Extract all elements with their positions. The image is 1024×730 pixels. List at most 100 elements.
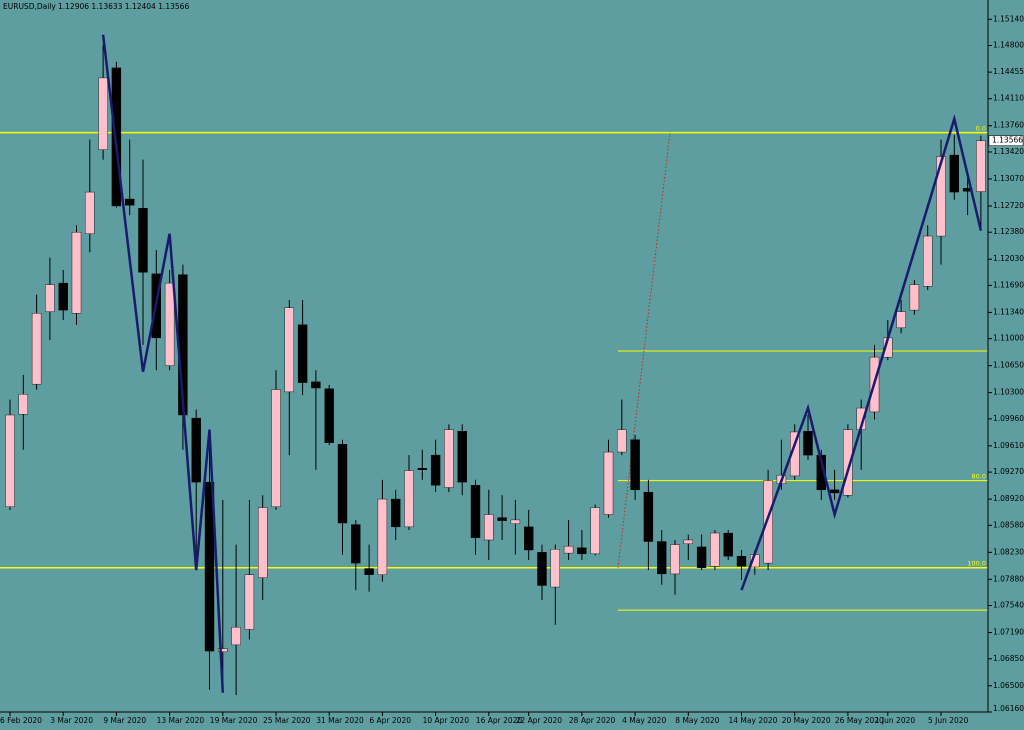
trendline xyxy=(617,132,671,568)
x-tick-label: 22 Apr 2020 xyxy=(516,716,563,725)
ohlc-readout: 1.12906 1.13633 1.12404 1.13566 xyxy=(58,2,189,11)
y-tick-label: 1.10300 xyxy=(993,388,1024,397)
candle-body xyxy=(470,485,481,538)
x-tick-label: 28 Apr 2020 xyxy=(569,716,616,725)
candle-body xyxy=(5,414,15,508)
y-tick-label: 1.06850 xyxy=(993,654,1024,663)
y-tick-label: 1.11340 xyxy=(993,307,1024,316)
fib-level-label: 0.0 xyxy=(976,125,986,133)
x-tick-label: 6 Apr 2020 xyxy=(369,716,411,725)
candle-body xyxy=(696,546,707,568)
candle-body xyxy=(164,282,175,366)
axes: 1.15140 1.14800 1.14455 1.14110 1.13760 1.134… xyxy=(0,14,1024,725)
candle-body xyxy=(896,311,906,329)
candle-body xyxy=(204,481,215,652)
candle-body xyxy=(18,393,28,415)
candles xyxy=(5,44,986,696)
x-tick-label: 1 Jun 2020 xyxy=(875,716,916,725)
candle-body xyxy=(124,198,135,206)
candle-body xyxy=(590,507,600,555)
zigzag xyxy=(101,34,225,693)
x-tick-label: 31 Mar 2020 xyxy=(316,716,364,725)
last-price-box xyxy=(988,135,1024,146)
y-tick-label: 1.13070 xyxy=(993,174,1024,183)
y-tick-label: 1.12030 xyxy=(993,254,1024,263)
candle-body xyxy=(364,568,374,575)
candle-body xyxy=(577,547,587,555)
y-tick-label: 1.07190 xyxy=(993,628,1024,637)
candle-body xyxy=(909,284,920,311)
candle-body xyxy=(85,191,95,234)
candle-body xyxy=(271,389,281,508)
candle-body xyxy=(736,555,747,567)
x-tick-label: 14 May 2020 xyxy=(729,716,778,725)
candle-body xyxy=(297,324,308,383)
x-tick-label: 5 Jun 2020 xyxy=(928,716,969,725)
y-tick-label: 1.13420 xyxy=(993,147,1024,156)
y-tick-label: 1.11000 xyxy=(993,334,1024,343)
y-tick-label: 1.07540 xyxy=(993,601,1024,610)
candle-body xyxy=(417,468,427,470)
candle-body xyxy=(430,454,441,486)
candle-body xyxy=(936,156,946,237)
candle-body xyxy=(484,514,494,541)
candle-body xyxy=(923,235,933,287)
y-tick-label: 1.09960 xyxy=(993,414,1024,423)
last-price-label: 1.13566 xyxy=(992,136,1023,145)
candle-body xyxy=(670,544,680,575)
candle-body xyxy=(949,154,959,193)
candle-body xyxy=(843,429,853,496)
candle-body xyxy=(710,532,720,567)
x-tick-label: 3 Mar 2020 xyxy=(50,716,93,725)
y-tick-label: 1.10650 xyxy=(993,361,1024,370)
candle-body xyxy=(45,284,55,312)
candle-body xyxy=(643,491,654,542)
levels: 0.0 80.0 100.0 xyxy=(0,125,988,611)
y-tick-label: 1.08230 xyxy=(993,547,1024,556)
y-tick-label: 1.08920 xyxy=(993,494,1024,503)
candle-body xyxy=(404,470,414,528)
candle-body xyxy=(550,549,560,588)
x-tick-label: 4 May 2020 xyxy=(622,716,666,725)
fib-level-label: 80.0 xyxy=(972,473,986,481)
y-tick-label: 1.14800 xyxy=(993,41,1024,50)
y-tick-label: 1.09610 xyxy=(993,441,1024,450)
candle-body xyxy=(284,307,294,393)
candle-body xyxy=(829,489,840,494)
y-tick-label: 1.12380 xyxy=(993,227,1024,236)
fib-level-label: 100.0 xyxy=(967,560,986,568)
candle-body xyxy=(657,541,667,575)
x-tick-label: 20 May 2020 xyxy=(782,716,831,725)
x-tick-label: 8 May 2020 xyxy=(675,716,719,725)
candle-body xyxy=(457,431,467,483)
y-tick-label: 1.11690 xyxy=(993,280,1024,289)
x-tick-label: 6 Feb 2020 xyxy=(0,716,42,725)
candle-body xyxy=(138,208,148,273)
y-tick-label: 1.14455 xyxy=(993,67,1024,76)
x-tick-label: 26 May 2020 xyxy=(835,716,884,725)
chart-title: EURUSD,Daily xyxy=(3,2,56,11)
candle-body xyxy=(510,519,521,524)
candle-body xyxy=(191,417,201,483)
candle-body xyxy=(231,626,241,646)
candle-body xyxy=(497,517,507,521)
zigzag xyxy=(740,113,983,591)
y-tick-label: 1.12720 xyxy=(993,201,1024,210)
candle-body xyxy=(218,648,228,653)
candle-body xyxy=(58,282,68,311)
candle-body xyxy=(444,429,454,488)
candle-body xyxy=(563,545,574,554)
candle-body xyxy=(391,498,401,528)
overlay xyxy=(101,34,983,693)
candle-body xyxy=(351,524,361,564)
candle-body xyxy=(98,77,108,150)
candle-body xyxy=(683,539,693,545)
candle-body xyxy=(803,431,813,456)
candle-body xyxy=(311,381,321,389)
candle-body xyxy=(976,140,986,192)
y-tick-label: 1.06160 xyxy=(993,704,1024,713)
x-tick-label: 19 Mar 2020 xyxy=(210,716,258,725)
candle-body xyxy=(763,480,773,564)
candle-body xyxy=(324,388,334,443)
